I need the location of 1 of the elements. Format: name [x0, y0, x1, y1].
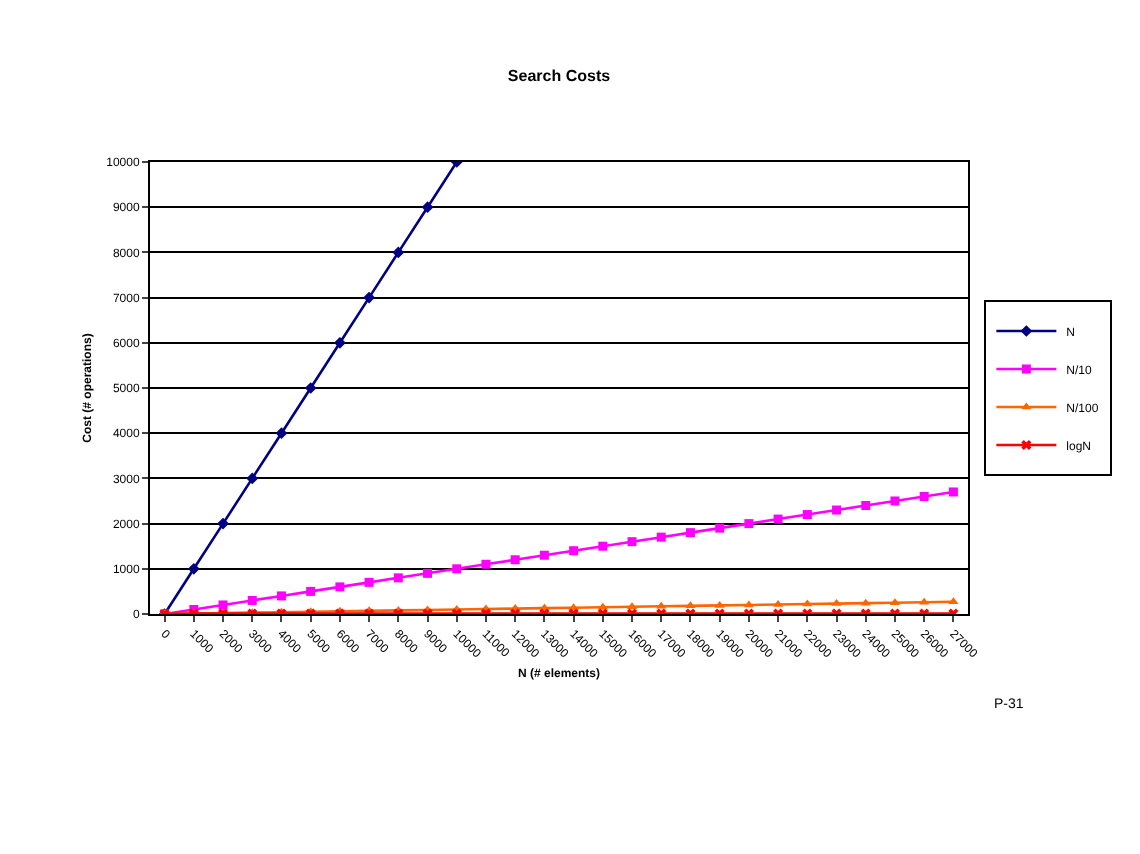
chart-title: Search Costs: [507, 67, 612, 85]
